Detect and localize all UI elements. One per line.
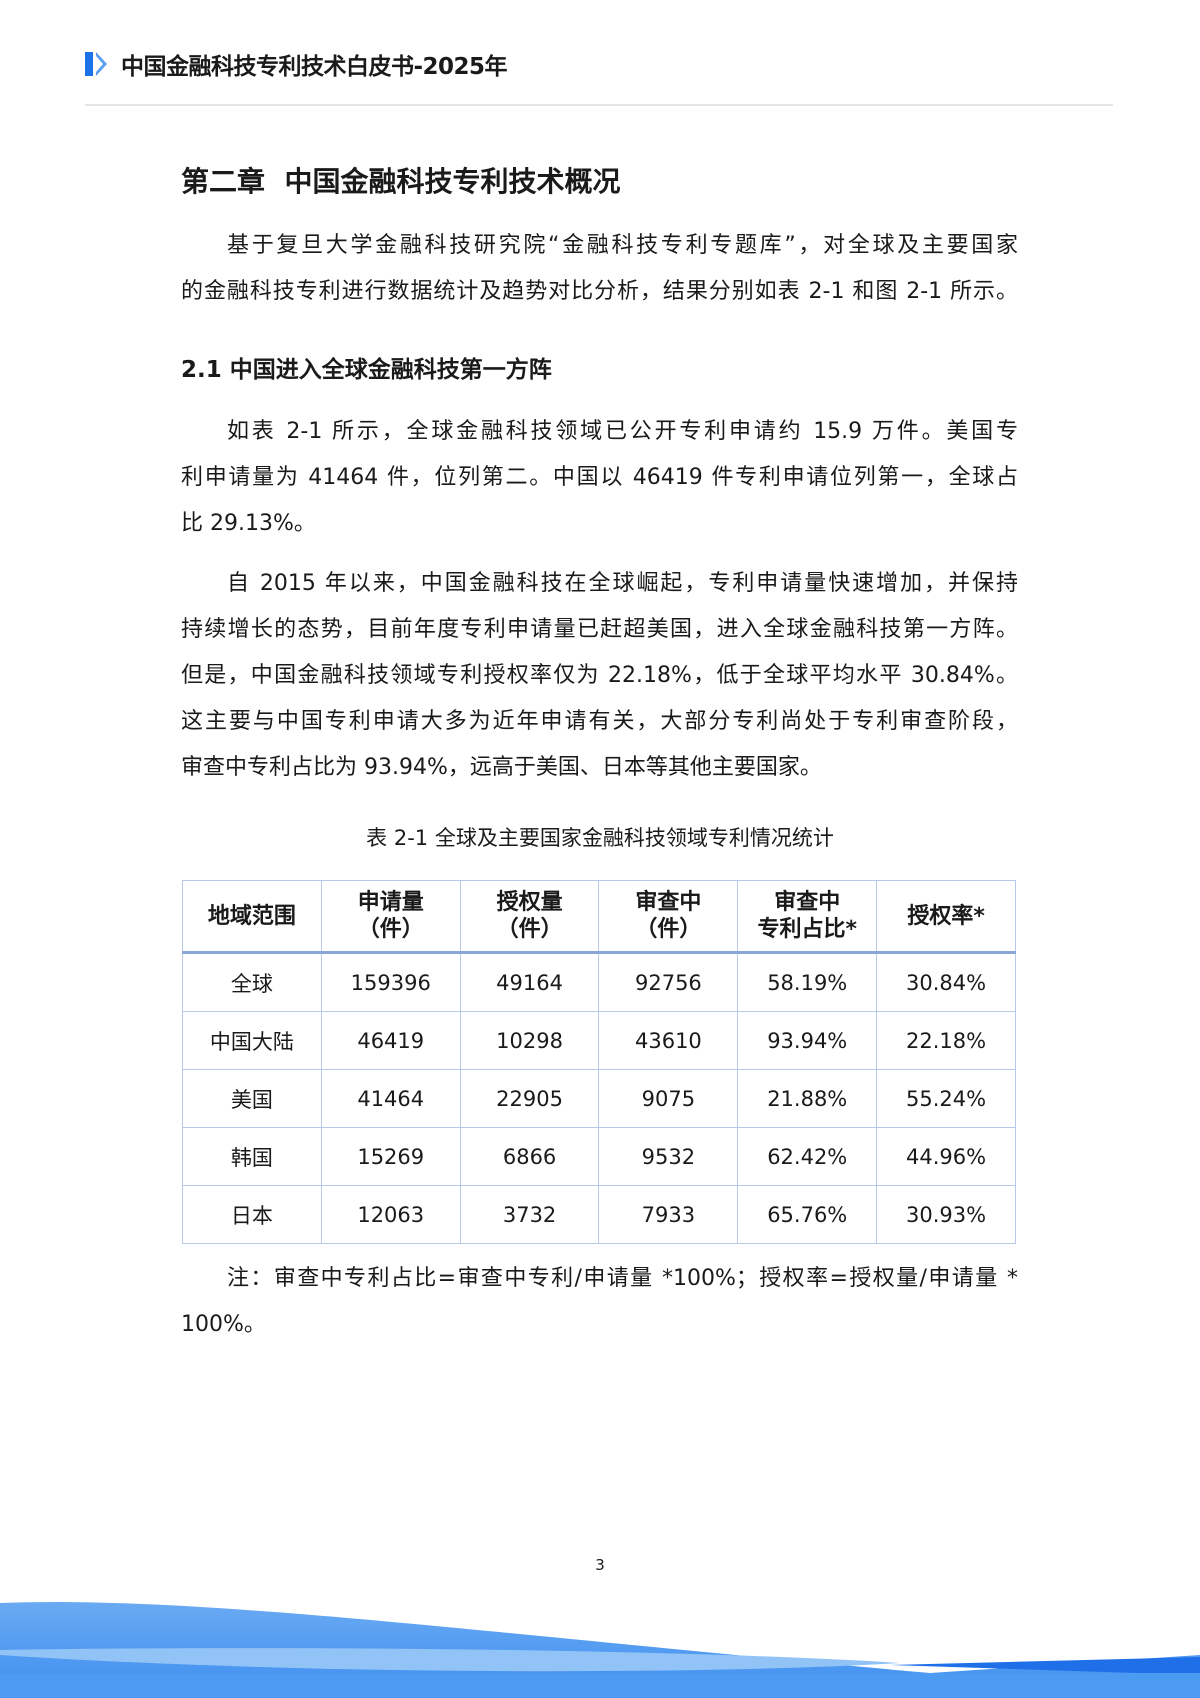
- page-number: 3: [595, 1556, 605, 1574]
- text-line: 利申请量为 41464 件，位列第二。中国以 46419 件专利申请位列第一，全…: [181, 465, 1018, 490]
- column-header-text: （件）: [635, 917, 702, 942]
- column-header: 审查中 （件）: [598, 880, 739, 954]
- value-cell: 7933: [598, 1185, 739, 1244]
- table-note: 注：审查中专利占比=审查中专利/申请量 *100%；授权率=授权量/申请量 * …: [181, 1256, 1018, 1348]
- value-cell: 93.94%: [737, 1011, 878, 1070]
- logo-icon: [85, 52, 113, 76]
- table-row: 美国 41464 22905 9075 21.88% 55.24%: [182, 1069, 1016, 1128]
- column-header-text: 申请量: [357, 890, 424, 915]
- footer-wave-decoration: [0, 1601, 1200, 1698]
- text-line: 但是，中国金融科技领域专利授权率仅为 22.18%，低于全球平均水平 30.84…: [181, 663, 1018, 688]
- patent-stats-table: 地域范围 申请量 （件） 授权量 （件） 审查中 （件） 审查中 专利占比* 授权率* 全球 159…: [182, 880, 1016, 1244]
- value-cell: 46419: [320, 1011, 461, 1070]
- text-line: 持续增长的态势，目前年度专利申请量已赶超美国，进入全球金融科技第一方阵。: [181, 617, 1018, 642]
- text-line: 注：审查中专利占比=审查中专利/申请量 *100%；授权率=授权量/申请量 *: [227, 1266, 1018, 1291]
- table-caption: 表 2-1 全球及主要国家金融科技领域专利情况统计: [366, 826, 834, 850]
- value-cell: 159396: [320, 952, 461, 1012]
- header-divider: [85, 104, 1113, 106]
- value-cell: 22905: [459, 1069, 600, 1128]
- column-header: 申请量 （件）: [320, 880, 461, 954]
- value-cell: 21.88%: [737, 1069, 878, 1128]
- region-cell: 中国大陆: [182, 1011, 322, 1070]
- chapter-title: 第二章 中国金融科技专利技术概况: [181, 165, 621, 198]
- value-cell: 55.24%: [876, 1069, 1016, 1128]
- intro-paragraph: 基于复旦大学金融科技研究院“金融科技专利专题库”，对全球及主要国家 的金融科技专…: [181, 223, 1018, 315]
- table-row: 日本 12063 3732 7933 65.76% 30.93%: [182, 1185, 1016, 1244]
- column-header-text: 授权量: [496, 890, 563, 915]
- region-cell: 全球: [182, 952, 322, 1012]
- table-body: 全球 159396 49164 92756 58.19% 30.84% 中国大陆 46419 1…: [182, 952, 1016, 1244]
- column-header-text: 审查中: [635, 890, 702, 915]
- value-cell: 65.76%: [737, 1185, 878, 1244]
- text-line: 100%。: [181, 1312, 266, 1337]
- value-cell: 12063: [320, 1185, 461, 1244]
- text-line: 审查中专利占比为 93.94%，远高于美国、日本等其他主要国家。: [181, 755, 822, 780]
- region-cell: 日本: [182, 1185, 322, 1244]
- value-cell: 22.18%: [876, 1011, 1016, 1070]
- column-header: 授权率*: [876, 880, 1016, 954]
- value-cell: 9075: [598, 1069, 739, 1128]
- text-line: 这主要与中国专利申请大多为近年申请有关，大部分专利尚处于专利审查阶段，: [181, 709, 1018, 734]
- column-header-text: 地域范围: [207, 903, 296, 929]
- table-header-row: 地域范围 申请量 （件） 授权量 （件） 审查中 （件） 审查中 专利占比* 授权率*: [182, 880, 1016, 954]
- value-cell: 15269: [320, 1127, 461, 1186]
- column-header-text: 审查中: [774, 890, 841, 915]
- paragraph-2: 自 2015 年以来，中国金融科技在全球崛起，专利申请量快速增加，并保持 持续增…: [181, 561, 1018, 791]
- value-cell: 92756: [598, 952, 739, 1012]
- text-line: 基于复旦大学金融科技研究院“金融科技专利专题库”，对全球及主要国家: [227, 233, 1018, 258]
- value-cell: 9532: [598, 1127, 739, 1186]
- table-row: 韩国 15269 6866 9532 62.42% 44.96%: [182, 1127, 1016, 1186]
- header-title: 中国金融科技专利技术白皮书-2025年: [121, 54, 508, 80]
- column-header-text: （件）: [496, 917, 563, 942]
- value-cell: 43610: [598, 1011, 739, 1070]
- text-line: 自 2015 年以来，中国金融科技在全球崛起，专利申请量快速增加，并保持: [227, 571, 1018, 596]
- column-header: 审查中 专利占比*: [737, 880, 878, 954]
- text-line: 如表 2-1 所示，全球金融科技领域已公开专利申请约 15.9 万件。美国专: [227, 419, 1018, 444]
- table-row: 中国大陆 46419 10298 43610 93.94% 22.18%: [182, 1011, 1016, 1070]
- value-cell: 62.42%: [737, 1127, 878, 1186]
- value-cell: 58.19%: [737, 952, 878, 1012]
- text-line: 的金融科技专利进行数据统计及趋势对比分析，结果分别如表 2-1 和图 2-1 所…: [181, 279, 1018, 304]
- value-cell: 49164: [459, 952, 600, 1012]
- table-row: 全球 159396 49164 92756 58.19% 30.84%: [182, 952, 1016, 1012]
- column-header-text: 授权率*: [907, 903, 985, 929]
- value-cell: 44.96%: [876, 1127, 1016, 1186]
- region-cell: 美国: [182, 1069, 322, 1128]
- column-header-text: （件）: [357, 917, 424, 942]
- paragraph-1: 如表 2-1 所示，全球金融科技领域已公开专利申请约 15.9 万件。美国专 利…: [181, 409, 1018, 547]
- value-cell: 41464: [320, 1069, 461, 1128]
- text-line: 比 29.13%。: [181, 511, 316, 536]
- column-header: 授权量 （件）: [459, 880, 600, 954]
- column-header-text: 专利占比*: [757, 917, 857, 942]
- value-cell: 6866: [459, 1127, 600, 1186]
- region-cell: 韩国: [182, 1127, 322, 1186]
- value-cell: 10298: [459, 1011, 600, 1070]
- section-title: 2.1 中国进入全球金融科技第一方阵: [181, 357, 552, 383]
- value-cell: 30.93%: [876, 1185, 1016, 1244]
- value-cell: 3732: [459, 1185, 600, 1244]
- running-header: 中国金融科技专利技术白皮书-2025年: [85, 50, 508, 80]
- value-cell: 30.84%: [876, 952, 1016, 1012]
- column-header: 地域范围: [182, 880, 322, 954]
